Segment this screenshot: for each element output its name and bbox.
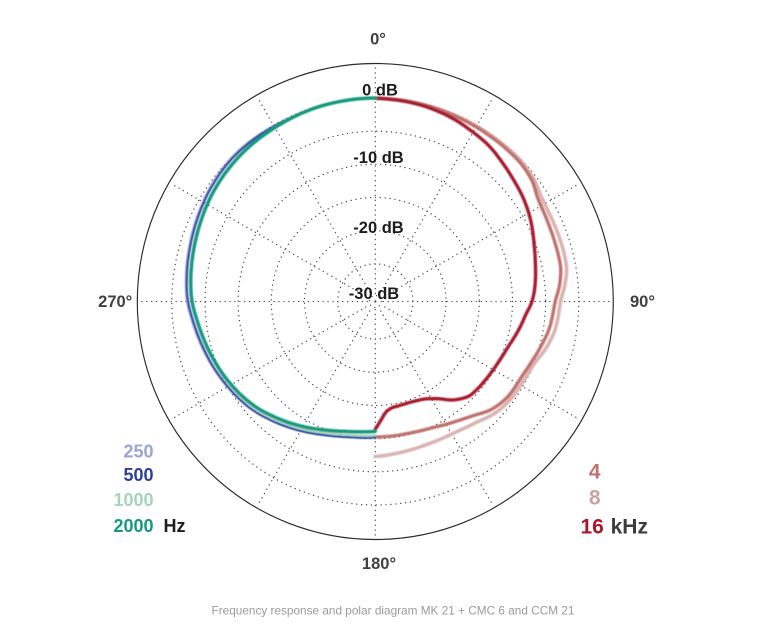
svg-text:90°: 90° bbox=[630, 293, 655, 311]
svg-text:0 dB: 0 dB bbox=[362, 81, 398, 99]
svg-text:500: 500 bbox=[123, 465, 153, 485]
svg-text:8: 8 bbox=[589, 487, 601, 510]
svg-text:Frequency response and polar d: Frequency response and polar diagram MK … bbox=[212, 603, 575, 617]
svg-text:kHz: kHz bbox=[611, 516, 648, 539]
svg-text:-20 dB: -20 dB bbox=[353, 219, 404, 237]
svg-text:0°: 0° bbox=[370, 31, 386, 49]
svg-text:2000: 2000 bbox=[113, 516, 153, 536]
svg-text:180°: 180° bbox=[362, 555, 396, 573]
svg-text:-30 dB: -30 dB bbox=[349, 285, 400, 303]
svg-text:250: 250 bbox=[123, 441, 153, 461]
svg-text:270°: 270° bbox=[98, 293, 132, 311]
svg-text:16: 16 bbox=[580, 516, 603, 539]
svg-text:1000: 1000 bbox=[113, 490, 153, 510]
svg-text:-10 dB: -10 dB bbox=[353, 149, 404, 167]
svg-text:Hz: Hz bbox=[164, 516, 186, 536]
svg-text:4: 4 bbox=[589, 461, 601, 484]
